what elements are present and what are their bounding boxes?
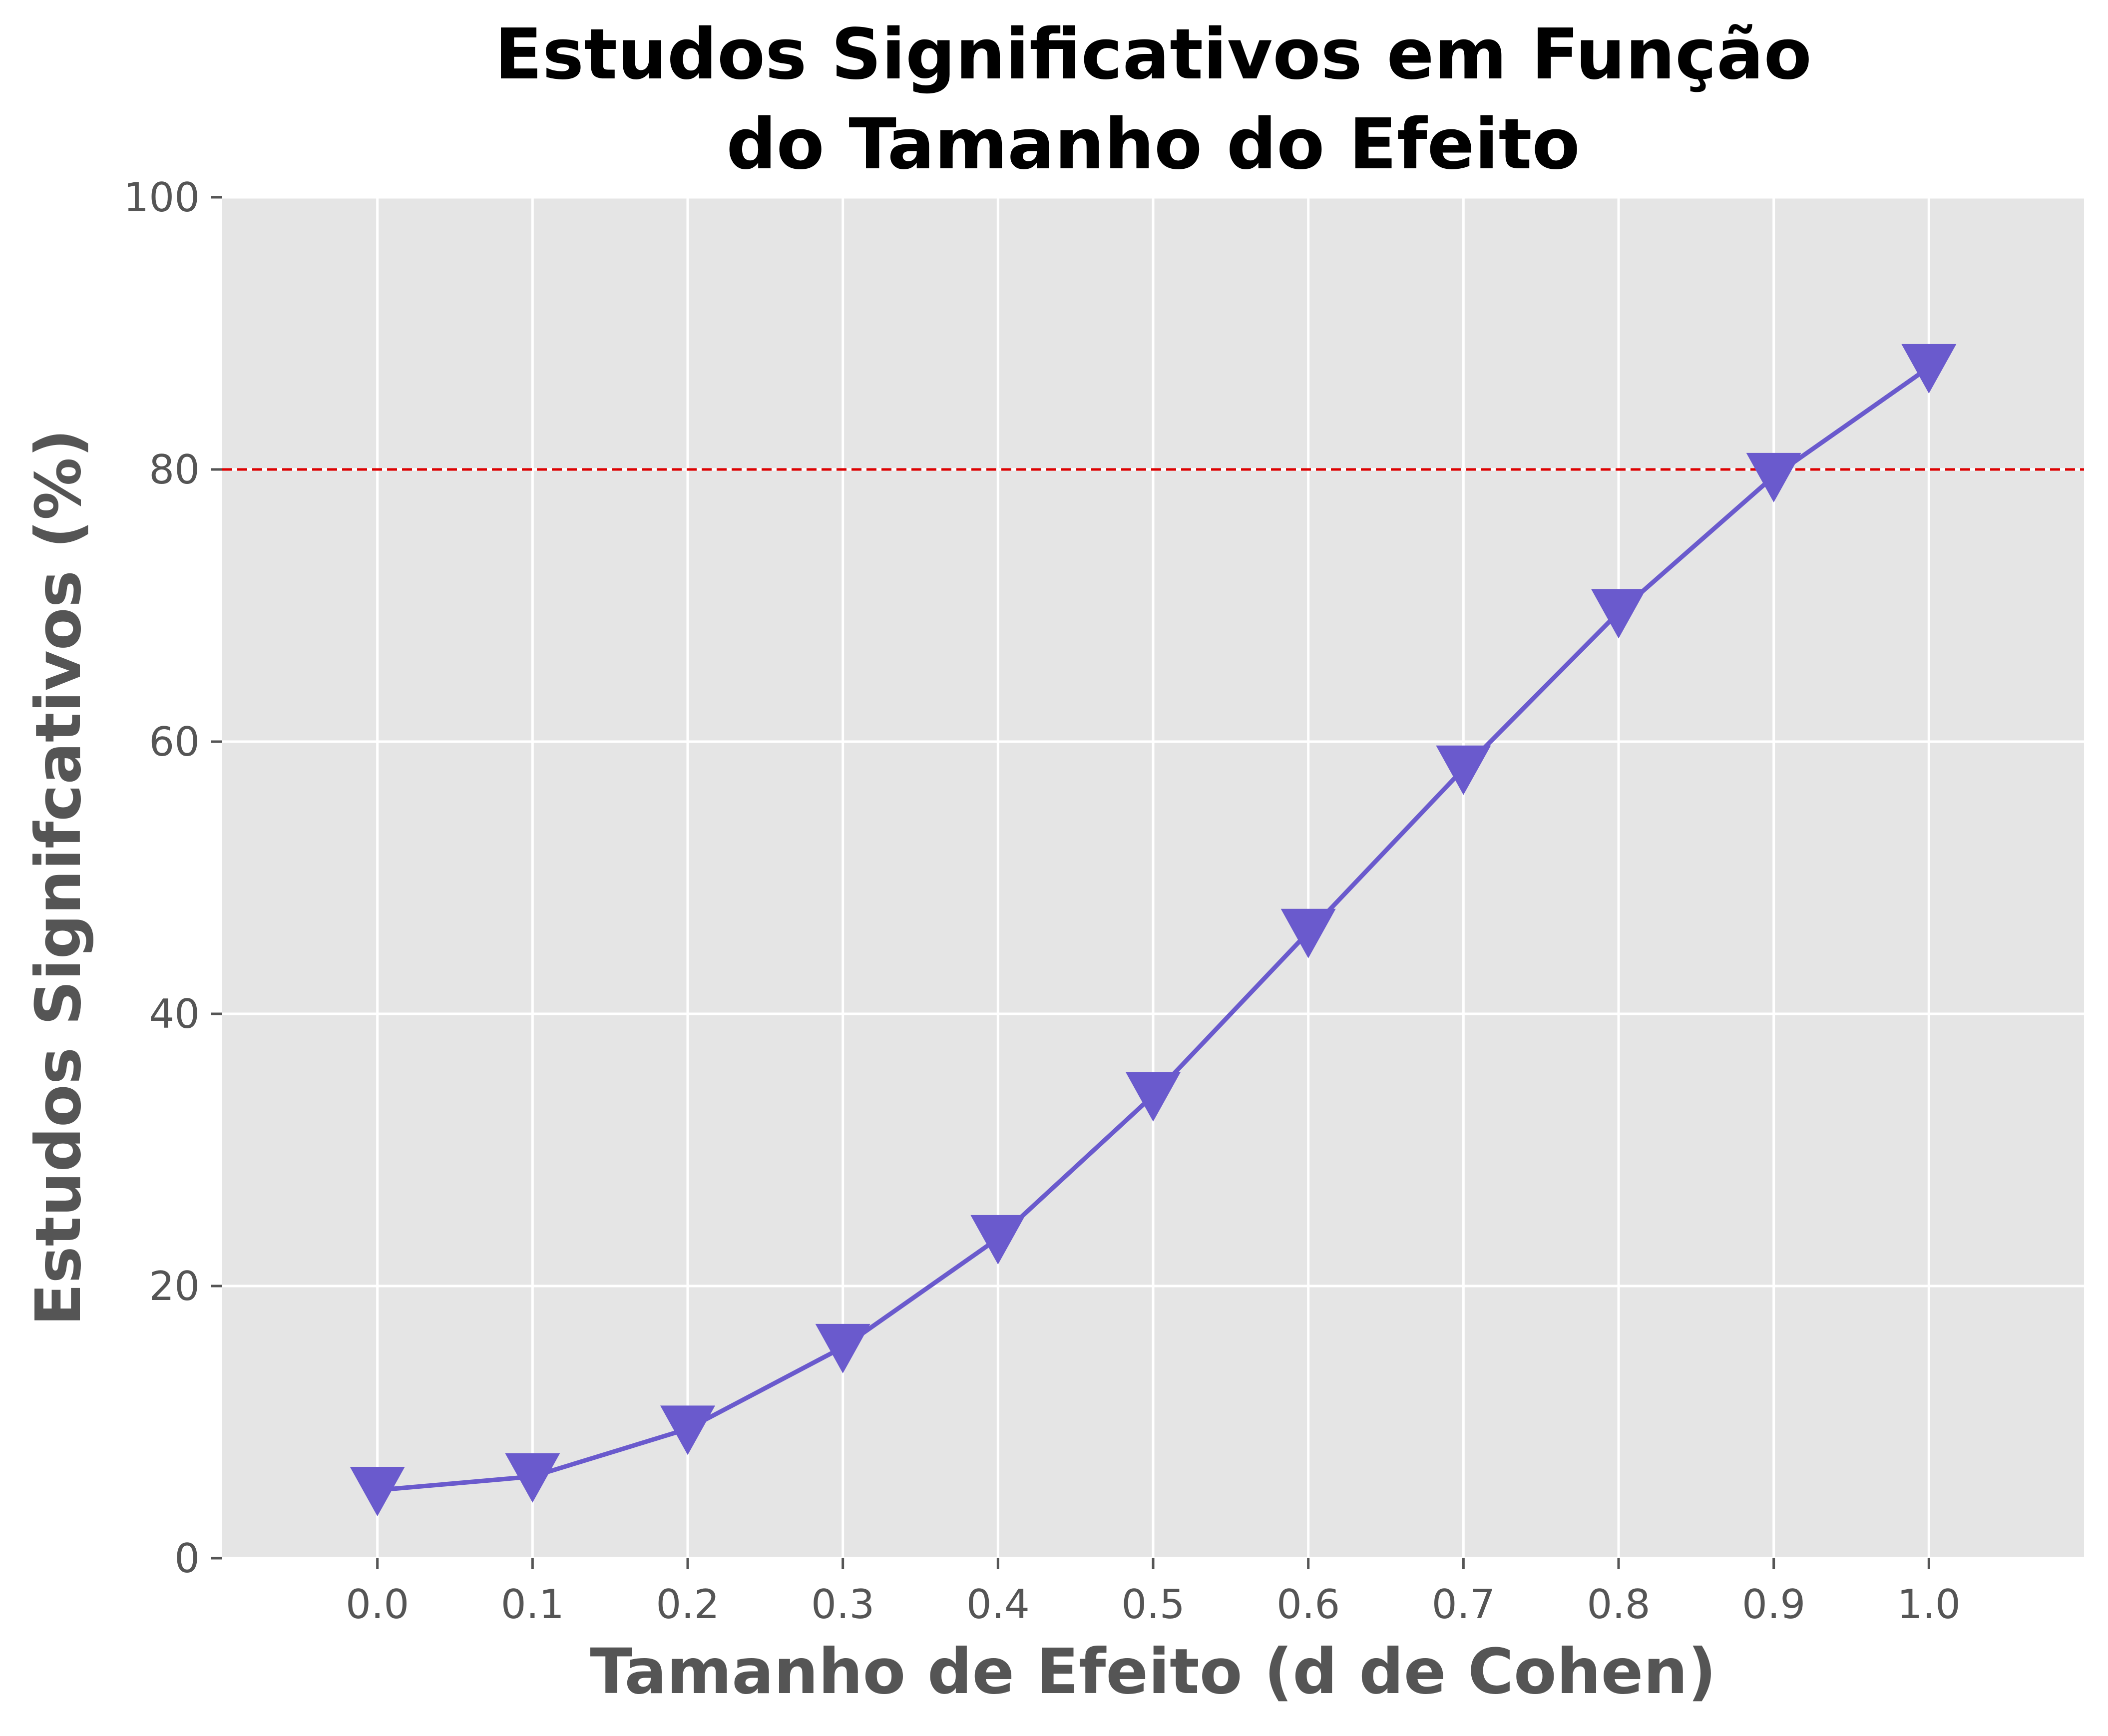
x-tick-label: 0.5: [1121, 1581, 1185, 1628]
x-tick-label: 0.6: [1276, 1581, 1340, 1628]
x-tick-label: 0.3: [811, 1581, 874, 1628]
x-tick-label: 0.0: [346, 1581, 409, 1628]
x-tick-label: 1.0: [1897, 1581, 1961, 1628]
y-tick-label: 80: [149, 446, 200, 493]
data-point-marker: [815, 1323, 870, 1373]
x-tick-label: 0.9: [1742, 1581, 1805, 1628]
grid: [222, 196, 2084, 1560]
data-point-marker: [1126, 1072, 1181, 1122]
markers: [350, 344, 1957, 1516]
y-tick-label: 100: [123, 174, 200, 221]
x-tick-label: 0.2: [656, 1581, 719, 1628]
y-tick-label: 60: [149, 719, 200, 765]
data-point-marker: [1280, 908, 1336, 958]
data-point-marker: [1901, 344, 1957, 394]
y-tick-label: 0: [174, 1535, 200, 1582]
x-tick-label: 0.4: [966, 1581, 1030, 1628]
x-tick-label: 0.1: [501, 1581, 564, 1628]
chart-title-line-1: Estudos Significativos em Função: [494, 14, 1812, 95]
data-point-marker: [1746, 452, 1801, 502]
data-point-marker: [350, 1467, 405, 1516]
data-point-marker: [505, 1453, 560, 1503]
y-axis-label: Estudos Signifcativos (%): [22, 429, 95, 1326]
data-point-marker: [1436, 745, 1491, 795]
data-point-marker: [970, 1215, 1026, 1265]
x-tick-label: 0.8: [1587, 1581, 1650, 1628]
y-tick-label: 40: [149, 991, 200, 1037]
x-tick-label: 0.7: [1432, 1581, 1495, 1628]
chart-title-line-2: do Tamanho do Efeito: [726, 104, 1580, 185]
ticks: 0.0 0.1 0.2 0.3 0.4 0.5 0.6 0.7 0.8 0.9 1.0 0 20 40 60…: [123, 174, 1961, 1628]
data-point-marker: [660, 1405, 715, 1455]
data-point-marker: [1591, 589, 1646, 639]
x-axis-label: Tamanho de Efeito (d de Cohen): [590, 1636, 1716, 1708]
y-tick-label: 20: [149, 1263, 200, 1309]
